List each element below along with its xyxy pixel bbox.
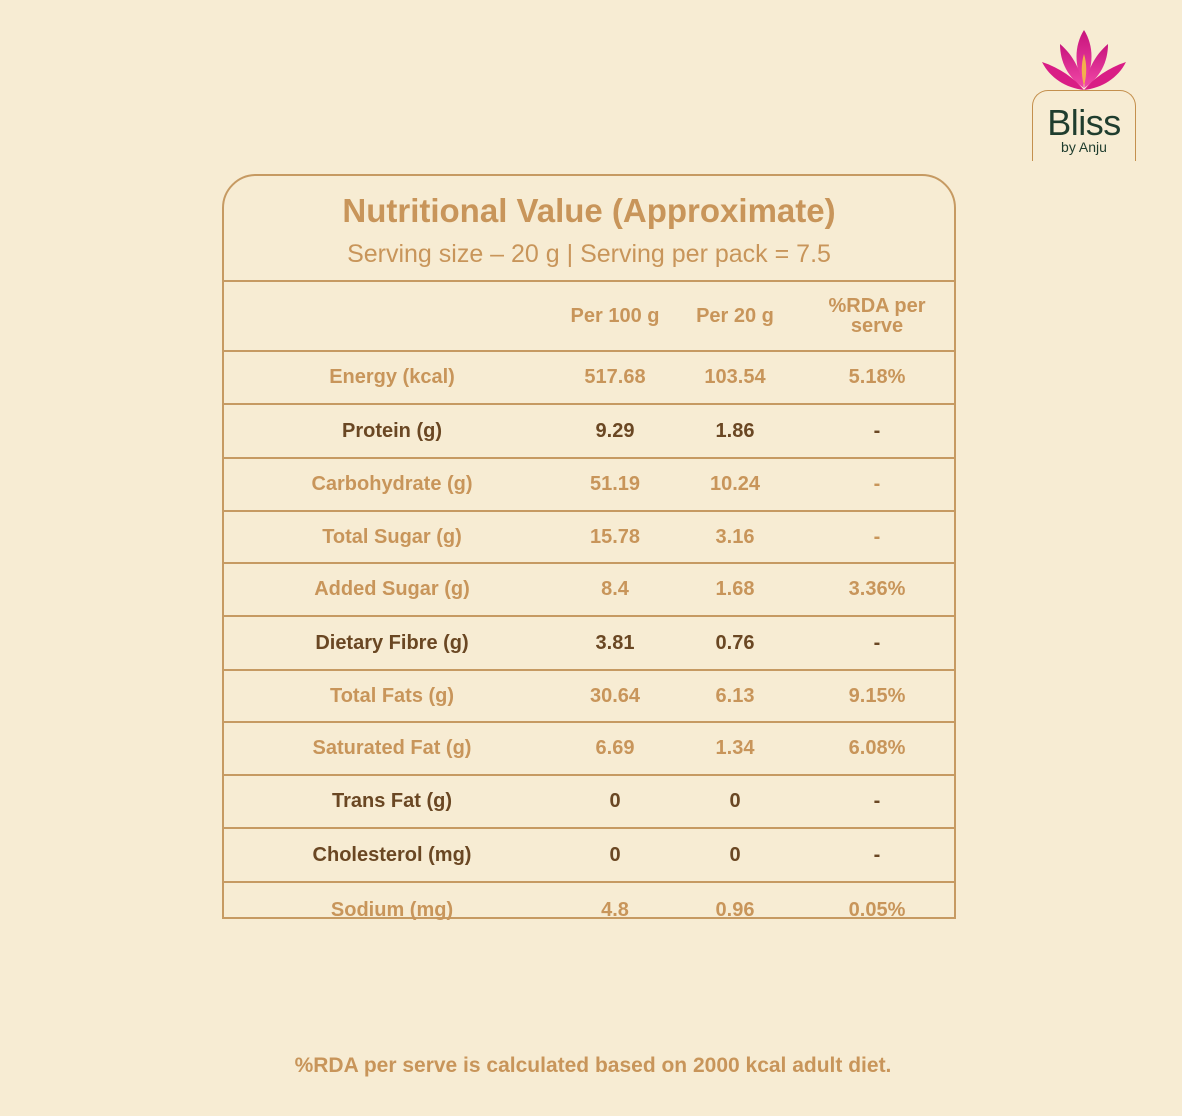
table-row: Carbohydrate (g) 51.19 10.24- <box>224 457 954 511</box>
rda-value: 9.15% <box>800 669 954 722</box>
per-20g-value: 0.76 <box>670 615 800 670</box>
rda-value: 5.18% <box>800 350 954 404</box>
nutrient-name: Total Sugar (g) <box>224 510 560 563</box>
per-100g-value: 8.4 <box>560 562 670 616</box>
rda-value: - <box>800 827 954 882</box>
per-100g-value: 0 <box>560 774 670 828</box>
rda-value: - <box>800 457 954 511</box>
nutrient-name: Carbohydrate (g) <box>224 457 560 511</box>
table-row: Energy (kcal) 517.68 103.54 5.18% <box>224 350 954 404</box>
per-20g-value: 3.16 <box>670 510 800 563</box>
nutrient-name: Protein (g) <box>224 403 560 458</box>
table-row: Protein (g) 9.29 1.86- <box>224 403 954 458</box>
serving-info: Serving size – 20 g | Serving per pack =… <box>347 240 831 268</box>
nutrition-card: Nutritional Value (Approximate) Serving … <box>222 174 956 938</box>
per-100g-value: 9.29 <box>560 403 670 458</box>
header-nutrient <box>224 280 560 351</box>
nutrient-name: Trans Fat (g) <box>224 774 560 828</box>
brand-name: Bliss <box>1047 102 1121 143</box>
per-100g-value: 3.81 <box>560 615 670 670</box>
per-100g-value: 0 <box>560 827 670 882</box>
per-20g-value: 6.13 <box>670 669 800 722</box>
rda-value: 0.05% <box>800 881 954 938</box>
per-100g-value: 517.68 <box>560 350 670 404</box>
table-row: Saturated Fat (g) 6.69 1.34 6.08% <box>224 721 954 775</box>
rda-value: - <box>800 403 954 458</box>
nutrient-name: Saturated Fat (g) <box>224 721 560 775</box>
lotus-icon <box>1042 30 1126 90</box>
per-20g-value: 0 <box>670 774 800 828</box>
rda-value: - <box>800 510 954 563</box>
table-row: Trans Fat (g) 0 0- <box>224 774 954 828</box>
per-20g-value: 1.86 <box>670 403 800 458</box>
table-header-row: Per 100 g Per 20 g %RDA per serve <box>224 280 954 351</box>
per-20g-value: 1.34 <box>670 721 800 775</box>
table-row: Added Sugar (g) 8.4 1.68 3.36% <box>224 562 954 616</box>
footnote: %RDA per serve is calculated based on 20… <box>294 1054 892 1077</box>
nutrition-table: Per 100 g Per 20 g %RDA per serve Energy… <box>224 280 954 938</box>
per-20g-value: 0.96 <box>670 881 800 938</box>
nutrient-name: Total Fats (g) <box>224 669 560 722</box>
table-row: Dietary Fibre (g) 3.81 0.76- <box>224 615 954 670</box>
table-row: Total Fats (g) 30.64 6.13 9.15% <box>224 669 954 722</box>
nutrient-name: Cholesterol (mg) <box>224 827 560 882</box>
per-100g-value: 4.8 <box>560 881 670 938</box>
logo-arch <box>1032 90 1136 161</box>
header-per-100g: Per 100 g <box>560 280 670 351</box>
header-rda: %RDA per serve <box>800 280 954 351</box>
brand-logo: Bliss by Anju <box>1030 28 1138 161</box>
header-per-20g: Per 20 g <box>670 280 800 351</box>
rda-value: - <box>800 615 954 670</box>
rda-value: 6.08% <box>800 721 954 775</box>
nutrient-name: Dietary Fibre (g) <box>224 615 560 670</box>
nutrient-name: Sodium (mg) <box>224 881 560 938</box>
per-100g-value: 51.19 <box>560 457 670 511</box>
per-100g-value: 30.64 <box>560 669 670 722</box>
per-20g-value: 1.68 <box>670 562 800 616</box>
table-row: Cholesterol (mg) 0 0- <box>224 827 954 882</box>
card-title: Nutritional Value (Approximate) <box>342 192 836 229</box>
brand-tagline: by Anju <box>1061 139 1107 155</box>
per-20g-value: 0 <box>670 827 800 882</box>
per-20g-value: 10.24 <box>670 457 800 511</box>
per-100g-value: 15.78 <box>560 510 670 563</box>
per-20g-value: 103.54 <box>670 350 800 404</box>
table-row: Total Sugar (g) 15.78 3.16- <box>224 510 954 563</box>
rda-value: - <box>800 774 954 828</box>
nutrient-name: Energy (kcal) <box>224 350 560 404</box>
table-row: Sodium (mg) 4.8 0.96 0.05% <box>224 881 954 938</box>
rda-value: 3.36% <box>800 562 954 616</box>
nutrient-name: Added Sugar (g) <box>224 562 560 616</box>
per-100g-value: 6.69 <box>560 721 670 775</box>
